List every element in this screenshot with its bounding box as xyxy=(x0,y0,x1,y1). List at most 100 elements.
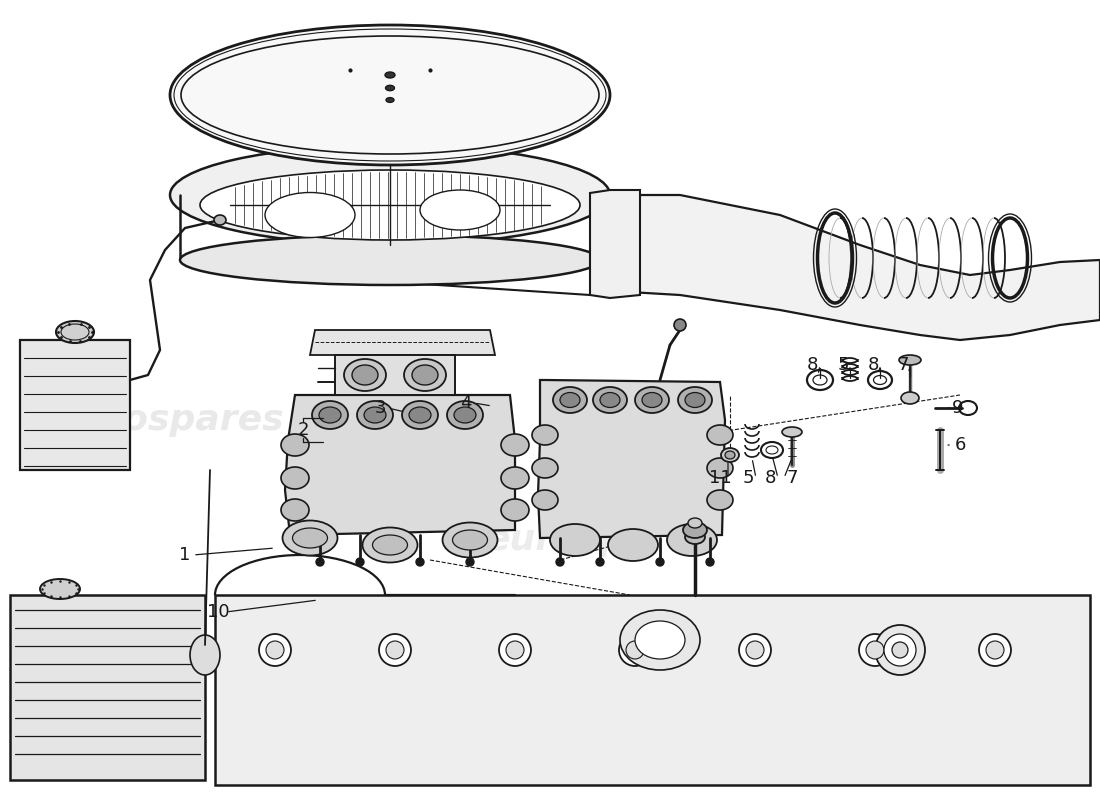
Ellipse shape xyxy=(707,425,733,445)
Text: 5: 5 xyxy=(742,469,754,487)
Text: 7: 7 xyxy=(786,469,798,487)
Text: 6: 6 xyxy=(955,436,966,454)
Ellipse shape xyxy=(293,528,328,548)
Text: 8: 8 xyxy=(806,356,817,374)
Ellipse shape xyxy=(550,524,600,556)
Ellipse shape xyxy=(685,530,705,544)
Ellipse shape xyxy=(344,359,386,391)
Ellipse shape xyxy=(352,365,378,385)
Ellipse shape xyxy=(674,319,686,331)
Ellipse shape xyxy=(596,558,604,566)
Ellipse shape xyxy=(635,387,669,413)
Text: 2: 2 xyxy=(297,421,309,439)
Ellipse shape xyxy=(258,634,292,666)
Text: 5: 5 xyxy=(837,356,849,374)
Ellipse shape xyxy=(859,634,891,666)
Ellipse shape xyxy=(420,190,500,230)
Ellipse shape xyxy=(266,641,284,659)
Ellipse shape xyxy=(447,401,483,429)
Ellipse shape xyxy=(986,641,1004,659)
Polygon shape xyxy=(214,595,1090,785)
Ellipse shape xyxy=(688,518,702,528)
Ellipse shape xyxy=(454,407,476,423)
Text: 9: 9 xyxy=(953,399,964,417)
Ellipse shape xyxy=(312,401,348,429)
Text: eurospares: eurospares xyxy=(56,403,284,437)
Polygon shape xyxy=(310,330,495,355)
Ellipse shape xyxy=(642,393,662,407)
Ellipse shape xyxy=(532,425,558,445)
Ellipse shape xyxy=(683,522,707,538)
Ellipse shape xyxy=(412,365,438,385)
Ellipse shape xyxy=(635,621,685,659)
Ellipse shape xyxy=(402,401,438,429)
Ellipse shape xyxy=(746,641,764,659)
Ellipse shape xyxy=(180,235,600,285)
Ellipse shape xyxy=(404,359,446,391)
Ellipse shape xyxy=(678,387,712,413)
Ellipse shape xyxy=(532,490,558,510)
Ellipse shape xyxy=(739,634,771,666)
Ellipse shape xyxy=(725,451,735,459)
Ellipse shape xyxy=(170,145,610,245)
Ellipse shape xyxy=(874,625,925,675)
Polygon shape xyxy=(336,355,455,395)
Ellipse shape xyxy=(593,387,627,413)
Ellipse shape xyxy=(283,521,338,555)
Ellipse shape xyxy=(685,393,705,407)
Ellipse shape xyxy=(452,530,487,550)
Polygon shape xyxy=(10,595,205,780)
Ellipse shape xyxy=(190,635,220,675)
Text: 11: 11 xyxy=(708,469,732,487)
Ellipse shape xyxy=(560,393,580,407)
Ellipse shape xyxy=(626,641,644,659)
Ellipse shape xyxy=(170,25,610,165)
Ellipse shape xyxy=(385,72,395,78)
Ellipse shape xyxy=(40,579,80,599)
Ellipse shape xyxy=(656,558,664,566)
Ellipse shape xyxy=(600,393,620,407)
Ellipse shape xyxy=(358,401,393,429)
Ellipse shape xyxy=(280,467,309,489)
Text: autospar: autospar xyxy=(644,270,796,299)
Ellipse shape xyxy=(316,558,324,566)
Ellipse shape xyxy=(979,634,1011,666)
Ellipse shape xyxy=(892,642,907,658)
Ellipse shape xyxy=(386,641,404,659)
Ellipse shape xyxy=(386,98,394,102)
Text: 10: 10 xyxy=(207,603,229,621)
Ellipse shape xyxy=(364,407,386,423)
Ellipse shape xyxy=(619,634,651,666)
Ellipse shape xyxy=(556,558,564,566)
Text: 8: 8 xyxy=(764,469,776,487)
Polygon shape xyxy=(590,190,640,298)
Ellipse shape xyxy=(56,321,94,343)
Text: 3: 3 xyxy=(374,399,386,417)
Ellipse shape xyxy=(899,355,921,365)
Ellipse shape xyxy=(416,558,424,566)
Ellipse shape xyxy=(608,529,658,561)
Ellipse shape xyxy=(200,170,580,240)
Ellipse shape xyxy=(720,448,739,462)
Ellipse shape xyxy=(280,434,309,456)
Ellipse shape xyxy=(620,610,700,670)
Ellipse shape xyxy=(356,558,364,566)
Ellipse shape xyxy=(532,458,558,478)
Ellipse shape xyxy=(506,641,524,659)
Polygon shape xyxy=(595,195,1100,340)
Ellipse shape xyxy=(265,193,355,238)
Ellipse shape xyxy=(214,215,225,225)
Ellipse shape xyxy=(901,392,918,404)
Polygon shape xyxy=(20,340,130,470)
Ellipse shape xyxy=(373,535,407,555)
Ellipse shape xyxy=(409,407,431,423)
Ellipse shape xyxy=(385,86,395,90)
Ellipse shape xyxy=(500,467,529,489)
Ellipse shape xyxy=(667,524,717,556)
Ellipse shape xyxy=(319,407,341,423)
Polygon shape xyxy=(538,380,725,538)
Ellipse shape xyxy=(442,522,497,558)
Ellipse shape xyxy=(280,499,309,521)
Text: eurospares: eurospares xyxy=(486,523,714,557)
Ellipse shape xyxy=(866,641,884,659)
